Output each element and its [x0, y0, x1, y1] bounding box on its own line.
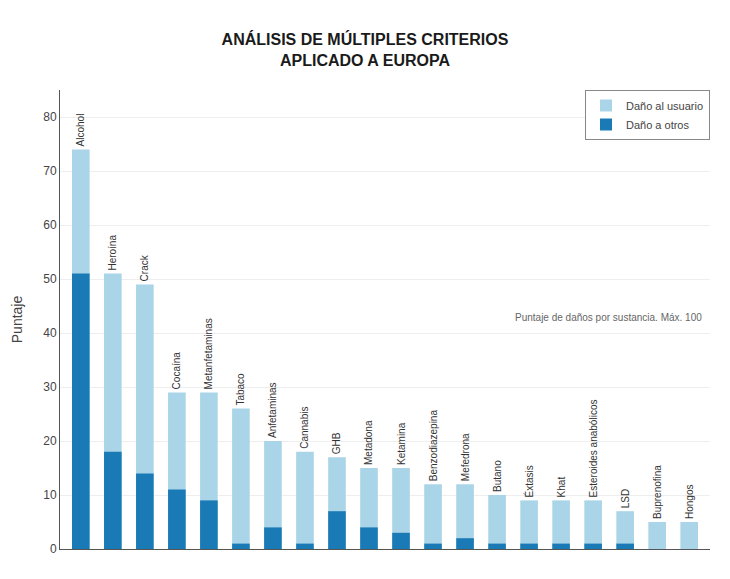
- svg-text:Buprenofina: Buprenofina: [652, 465, 663, 519]
- svg-text:30: 30: [43, 380, 57, 394]
- svg-text:20: 20: [43, 434, 57, 448]
- svg-text:ANÁLISIS DE MÚLTIPLES CRITERIO: ANÁLISIS DE MÚLTIPLES CRITERIOSAPLICADO …: [222, 30, 509, 69]
- svg-text:Puntaje: Puntaje: [9, 296, 25, 344]
- svg-text:Cannabis: Cannabis: [299, 407, 310, 449]
- svg-text:Daño al usuario: Daño al usuario: [626, 100, 703, 112]
- svg-text:Anfetaminas: Anfetaminas: [267, 382, 278, 438]
- svg-text:60: 60: [43, 218, 57, 232]
- svg-text:Crack: Crack: [139, 254, 150, 281]
- svg-text:70: 70: [43, 164, 57, 178]
- svg-text:Éxtasis: Éxtasis: [523, 465, 535, 497]
- svg-text:Benzodiazepina: Benzodiazepina: [428, 410, 439, 482]
- svg-text:GHB: GHB: [331, 432, 342, 454]
- svg-text:Tabaco: Tabaco: [235, 373, 246, 406]
- svg-text:Khat: Khat: [556, 477, 567, 498]
- svg-text:Cocaína: Cocaína: [171, 352, 182, 390]
- svg-text:0: 0: [50, 542, 57, 556]
- svg-text:40: 40: [43, 326, 57, 340]
- svg-text:Butano: Butano: [492, 460, 503, 492]
- svg-text:Puntaje de daños por sustancia: Puntaje de daños por sustancia. Máx. 100: [515, 312, 702, 323]
- svg-text:Alcohol: Alcohol: [75, 114, 86, 147]
- svg-text:10: 10: [43, 488, 57, 502]
- svg-text:Daño a otros: Daño a otros: [626, 119, 689, 131]
- svg-text:Esteroides anabólicos: Esteroides anabólicos: [588, 400, 599, 498]
- svg-text:Ketamina: Ketamina: [396, 422, 407, 465]
- svg-text:Mefedrona: Mefedrona: [460, 433, 471, 481]
- svg-text:Hongos: Hongos: [684, 485, 695, 519]
- svg-text:Metadona: Metadona: [363, 420, 374, 465]
- svg-text:Metanfetaminas: Metanfetaminas: [203, 318, 214, 389]
- svg-text:LSD: LSD: [620, 489, 631, 508]
- svg-text:Heroína: Heroína: [107, 235, 118, 271]
- svg-text:80: 80: [43, 110, 57, 124]
- svg-text:50: 50: [43, 272, 57, 286]
